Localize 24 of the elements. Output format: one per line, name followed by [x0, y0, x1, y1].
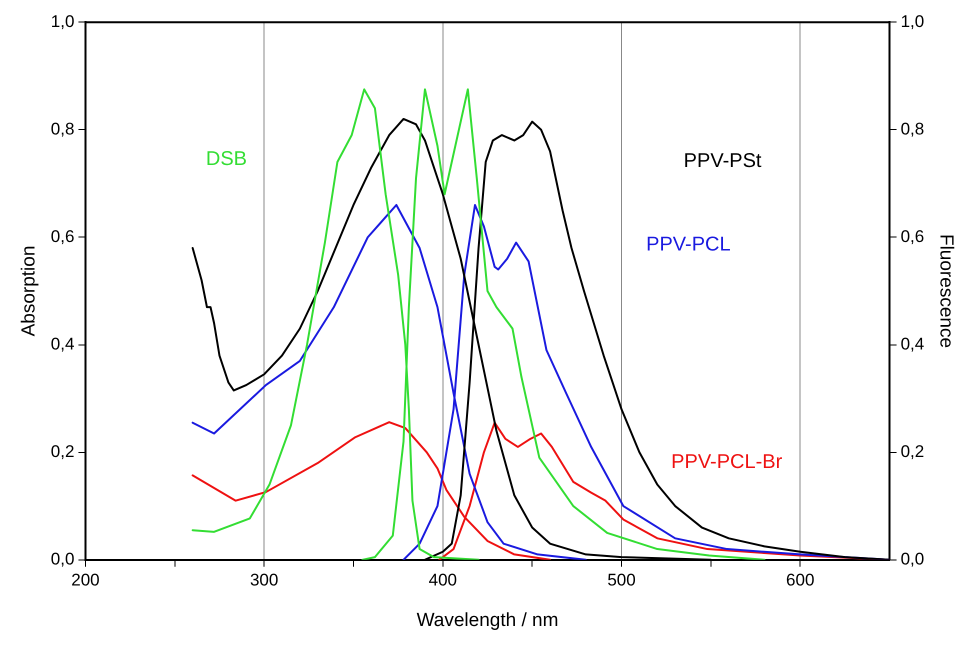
text: DSB — [206, 148, 248, 170]
y2-tick-label: 0,2 — [900, 442, 924, 461]
x-tick-label: 300 — [250, 570, 278, 590]
y2-tick-label: 0,8 — [900, 119, 924, 138]
y2-tick-label: 0,4 — [900, 334, 924, 354]
x-axis-title: Wavelength / nm — [416, 610, 558, 631]
y-tick-label: 1,0 — [50, 12, 74, 31]
y-tick-label: 0,4 — [50, 334, 74, 354]
x-tick-label: 600 — [786, 570, 814, 590]
text: PPV-PCL-Br — [671, 451, 783, 474]
y-tick-label: 0,6 — [50, 226, 74, 246]
y2-tick-label: 0,0 — [900, 549, 924, 568]
y2-tick-label: 1,0 — [900, 12, 924, 31]
y2-tick-label: 0,6 — [900, 226, 924, 246]
text: PPV-PCL — [646, 234, 731, 256]
x-tick-label: 200 — [71, 570, 100, 590]
x-tick-label: 400 — [428, 570, 458, 590]
y-axis-title: Absorption — [18, 246, 40, 336]
text: PPV-PSt — [684, 150, 762, 172]
y2-axis-title: Fluorescence — [935, 234, 956, 348]
y-tick-label: 0,0 — [50, 549, 74, 568]
y-tick-label: 0,8 — [50, 119, 74, 138]
y-tick-label: 0,2 — [50, 442, 74, 461]
x-tick-label: 500 — [607, 570, 636, 590]
